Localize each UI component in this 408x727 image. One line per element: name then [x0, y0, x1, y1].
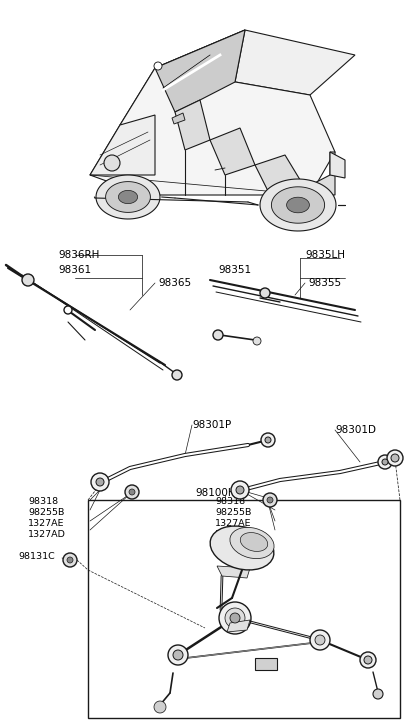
Circle shape — [22, 274, 34, 286]
Circle shape — [129, 489, 135, 495]
Polygon shape — [286, 197, 309, 213]
Polygon shape — [90, 68, 335, 195]
Polygon shape — [175, 100, 210, 150]
Circle shape — [168, 645, 188, 665]
Polygon shape — [172, 113, 185, 124]
Circle shape — [230, 613, 240, 623]
Text: 98318: 98318 — [28, 497, 58, 506]
Bar — [255, 658, 277, 670]
Circle shape — [125, 485, 139, 499]
Text: 98255B: 98255B — [215, 508, 251, 517]
Polygon shape — [217, 566, 250, 578]
Circle shape — [213, 330, 223, 340]
Text: 98301P: 98301P — [192, 420, 231, 430]
Circle shape — [387, 450, 403, 466]
Circle shape — [364, 656, 372, 664]
Circle shape — [378, 455, 392, 469]
Ellipse shape — [210, 526, 274, 570]
Circle shape — [231, 481, 249, 499]
Circle shape — [96, 478, 104, 486]
Polygon shape — [271, 187, 325, 223]
Polygon shape — [210, 128, 255, 175]
Text: 1327AD: 1327AD — [215, 530, 253, 539]
Ellipse shape — [240, 533, 268, 551]
Circle shape — [225, 608, 245, 628]
Text: 9835LH: 9835LH — [305, 250, 345, 260]
Text: 1327AE: 1327AE — [215, 519, 251, 528]
Circle shape — [265, 437, 271, 443]
Circle shape — [382, 459, 388, 465]
Text: 98351: 98351 — [218, 265, 251, 275]
Circle shape — [154, 701, 166, 713]
Text: 98355: 98355 — [308, 278, 341, 288]
Circle shape — [154, 62, 162, 70]
Circle shape — [373, 689, 383, 699]
Circle shape — [64, 306, 72, 314]
Circle shape — [360, 652, 376, 668]
Text: 9836RH: 9836RH — [58, 250, 100, 260]
Polygon shape — [330, 152, 345, 178]
Circle shape — [253, 337, 261, 345]
Text: 1327AE: 1327AE — [28, 519, 64, 528]
Text: 98255B: 98255B — [28, 508, 64, 517]
Text: 98365: 98365 — [158, 278, 191, 288]
Text: 98301D: 98301D — [335, 425, 376, 435]
Text: 98100H: 98100H — [195, 488, 236, 498]
Circle shape — [260, 288, 270, 298]
Polygon shape — [305, 152, 335, 195]
Polygon shape — [260, 179, 336, 231]
Circle shape — [267, 497, 273, 503]
Polygon shape — [120, 30, 245, 125]
Circle shape — [263, 493, 277, 507]
Polygon shape — [96, 175, 160, 219]
Polygon shape — [155, 30, 355, 95]
Polygon shape — [227, 620, 250, 632]
Text: 98131C: 98131C — [18, 552, 55, 561]
Circle shape — [391, 454, 399, 462]
Circle shape — [104, 155, 120, 171]
Circle shape — [236, 486, 244, 494]
Polygon shape — [155, 30, 245, 112]
Polygon shape — [106, 182, 151, 212]
Text: 98361: 98361 — [58, 265, 91, 275]
Circle shape — [315, 635, 325, 645]
Polygon shape — [255, 155, 305, 195]
Text: 98318: 98318 — [215, 497, 245, 506]
Bar — [88, 500, 400, 718]
Circle shape — [63, 553, 77, 567]
Text: 1327AD: 1327AD — [28, 530, 66, 539]
Circle shape — [310, 630, 330, 650]
Circle shape — [173, 650, 183, 660]
Polygon shape — [118, 190, 137, 204]
Circle shape — [219, 602, 251, 634]
Circle shape — [261, 433, 275, 447]
Ellipse shape — [230, 527, 274, 558]
Circle shape — [172, 370, 182, 380]
Polygon shape — [90, 115, 155, 175]
Circle shape — [67, 557, 73, 563]
Circle shape — [91, 473, 109, 491]
